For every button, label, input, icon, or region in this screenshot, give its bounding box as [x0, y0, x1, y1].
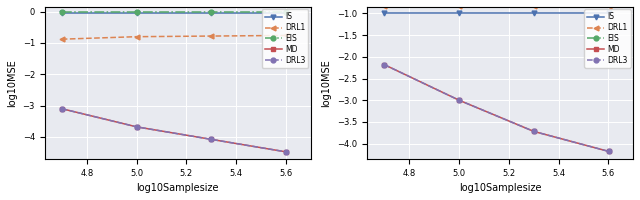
- EIS: [455, 0, 463, 3]
- DRL3: [380, 63, 388, 66]
- IS: [455, 12, 463, 15]
- DRL1: [530, 4, 538, 7]
- IS: [605, 12, 612, 15]
- MD: [207, 138, 215, 141]
- X-axis label: log10Samplesize: log10Samplesize: [459, 183, 541, 193]
- MD: [530, 130, 538, 133]
- Legend: IS, DRL1, EIS, MD, DRL3: IS, DRL1, EIS, MD, DRL3: [262, 9, 308, 68]
- Line: DRL1: DRL1: [382, 3, 611, 8]
- DRL1: [132, 35, 140, 38]
- DRL3: [605, 150, 612, 153]
- Line: EIS: EIS: [60, 10, 289, 15]
- EIS: [380, 0, 388, 3]
- DRL1: [207, 35, 215, 37]
- IS: [207, 12, 215, 14]
- MD: [58, 107, 65, 110]
- MD: [380, 63, 388, 66]
- EIS: [207, 11, 215, 13]
- X-axis label: log10Samplesize: log10Samplesize: [136, 183, 219, 193]
- DRL3: [58, 107, 65, 110]
- DRL3: [530, 130, 538, 133]
- EIS: [132, 11, 140, 13]
- DRL1: [380, 4, 388, 7]
- MD: [605, 150, 612, 153]
- IS: [282, 12, 290, 14]
- Line: IS: IS: [60, 11, 289, 16]
- DRL1: [605, 4, 612, 7]
- Y-axis label: log10MSE: log10MSE: [322, 59, 332, 107]
- DRL1: [455, 4, 463, 7]
- DRL1: [282, 34, 290, 37]
- MD: [455, 99, 463, 101]
- Line: DRL1: DRL1: [60, 33, 289, 42]
- EIS: [282, 11, 290, 13]
- Line: DRL3: DRL3: [382, 62, 611, 154]
- Line: EIS: EIS: [382, 0, 611, 4]
- DRL3: [207, 138, 215, 141]
- DRL3: [282, 151, 290, 153]
- IS: [58, 12, 65, 14]
- DRL3: [132, 126, 140, 128]
- DRL1: [58, 38, 65, 40]
- Line: DRL3: DRL3: [60, 106, 289, 154]
- EIS: [530, 0, 538, 3]
- Y-axis label: log10MSE: log10MSE: [7, 59, 17, 107]
- MD: [282, 151, 290, 153]
- EIS: [605, 0, 612, 3]
- EIS: [58, 11, 65, 13]
- Line: MD: MD: [60, 106, 289, 154]
- Legend: IS, DRL1, EIS, MD, DRL3: IS, DRL1, EIS, MD, DRL3: [584, 9, 631, 68]
- IS: [380, 12, 388, 15]
- Line: IS: IS: [382, 11, 611, 16]
- DRL3: [455, 99, 463, 101]
- Line: MD: MD: [382, 62, 611, 154]
- MD: [132, 126, 140, 128]
- IS: [530, 12, 538, 15]
- IS: [132, 12, 140, 14]
